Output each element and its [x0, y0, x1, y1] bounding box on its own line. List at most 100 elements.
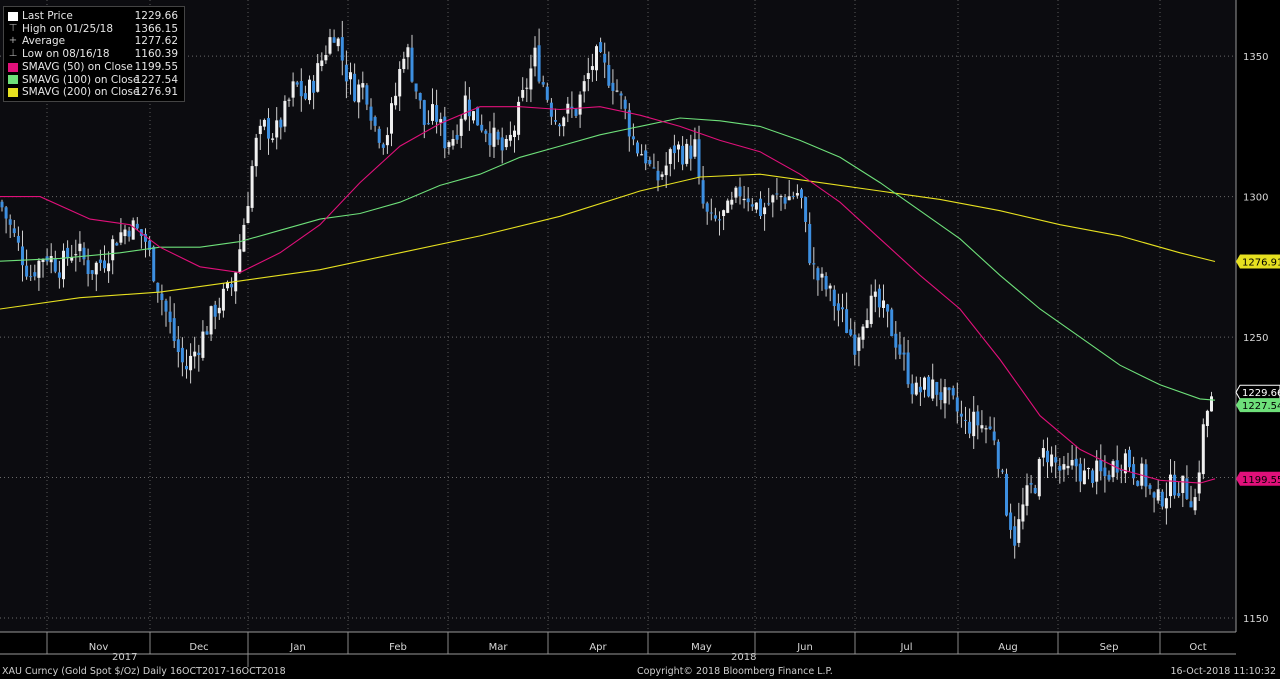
candle-body: [914, 382, 918, 395]
candle-body: [549, 102, 553, 117]
candle-body: [25, 265, 29, 277]
candle-body: [972, 411, 976, 437]
candle-body: [644, 150, 648, 164]
candle-body: [545, 86, 549, 100]
candle-body: [1009, 512, 1013, 530]
candle-body: [529, 68, 533, 90]
candle-body: [98, 259, 102, 263]
price-tag: 1276.91: [1236, 254, 1280, 269]
candle-body: [1164, 498, 1168, 509]
candle-body: [369, 106, 373, 121]
candle-body: [152, 246, 156, 282]
candle-body: [599, 42, 603, 52]
legend-label: SMAVG (200) on Close: [22, 86, 140, 99]
candle-body: [115, 243, 119, 246]
candle-body: [1189, 501, 1193, 508]
candle-body: [873, 291, 877, 297]
candle-body: [189, 355, 193, 371]
candle-body: [472, 111, 475, 121]
candle-body: [984, 428, 988, 430]
legend-value: 1277.62: [134, 35, 178, 48]
legend-swatch-icon: [8, 11, 18, 21]
candle-body: [943, 387, 947, 404]
candle-body: [336, 38, 340, 47]
moving-average-lines: [0, 106, 1216, 484]
candle-body: [467, 99, 471, 117]
candle-body: [615, 90, 619, 92]
candle-body: [664, 165, 668, 176]
candle-body: [361, 83, 365, 88]
candle-body: [861, 326, 865, 340]
candle-body: [955, 397, 959, 412]
candle-body: [886, 304, 890, 312]
candle-body: [144, 233, 147, 242]
candle-body: [1099, 459, 1103, 472]
candle-body: [451, 138, 455, 146]
legend-label: SMAVG (100) on Close: [22, 73, 140, 86]
candle-body: [656, 170, 660, 181]
candle-body: [935, 382, 939, 395]
legend-label: High on 01/25/18: [22, 22, 114, 35]
sma50-line: [0, 106, 1216, 484]
candle-body: [4, 207, 8, 219]
candle-body: [324, 55, 328, 61]
candle-body: [381, 144, 385, 148]
candle-body: [455, 134, 459, 140]
x-tick-label: Aug: [998, 642, 1018, 653]
candle-body: [701, 180, 705, 204]
candle-body: [775, 193, 779, 195]
candle-body: [1074, 458, 1078, 467]
candle-body: [53, 258, 57, 272]
chart-legend: Last Price 1229.66 ⊤ High on 01/25/18 1366.1…: [3, 6, 185, 102]
candle-body: [394, 95, 398, 106]
candle-body: [849, 329, 853, 336]
candle-body: [918, 386, 922, 393]
legend-label: Average: [22, 35, 66, 48]
candle-body: [1181, 475, 1185, 493]
price-tag-label: 1199.55: [1242, 475, 1280, 486]
candle-body: [37, 260, 41, 278]
candle-body: [1037, 459, 1041, 497]
candle-body: [1066, 465, 1070, 469]
candle-body: [980, 425, 984, 429]
candle-body: [619, 93, 623, 96]
candle-body: [537, 45, 541, 82]
candle-body: [726, 200, 730, 213]
candle-body: [209, 306, 213, 335]
candle-body: [402, 58, 406, 70]
candle-body: [763, 207, 767, 215]
candle-body: [738, 186, 742, 197]
candle-body: [1025, 485, 1029, 506]
candle-body: [377, 128, 381, 143]
year-label-2018: 2018: [731, 652, 757, 663]
candle-body: [1128, 449, 1131, 468]
candle-body: [238, 249, 242, 273]
candle-body: [804, 197, 808, 222]
candle-body: [287, 99, 291, 101]
candle-body: [730, 199, 734, 205]
candle-body: [1173, 474, 1177, 496]
candle-body: [78, 243, 82, 252]
candle-body: [1111, 461, 1115, 478]
candle-body: [303, 93, 307, 99]
candle-body: [898, 344, 902, 355]
candle-body: [734, 187, 738, 198]
candle-body: [517, 101, 521, 135]
candle-body: [21, 246, 24, 266]
legend-row: SMAVG (100) on Close 1227.54: [8, 74, 178, 87]
x-tick-label: Oct: [1189, 642, 1206, 653]
candle-body: [1091, 470, 1095, 483]
candle-body: [1185, 478, 1189, 499]
candle-body: [795, 193, 799, 196]
candle-body: [299, 81, 303, 97]
candle-body: [836, 303, 840, 311]
candle-body: [103, 260, 106, 269]
candle-body: [349, 72, 352, 80]
candle-body: [992, 431, 996, 441]
chart-grid: [0, 0, 1236, 632]
candle-body: [554, 120, 557, 122]
candle-body: [398, 68, 402, 97]
candle-body: [988, 426, 992, 429]
candle-body: [713, 215, 717, 219]
